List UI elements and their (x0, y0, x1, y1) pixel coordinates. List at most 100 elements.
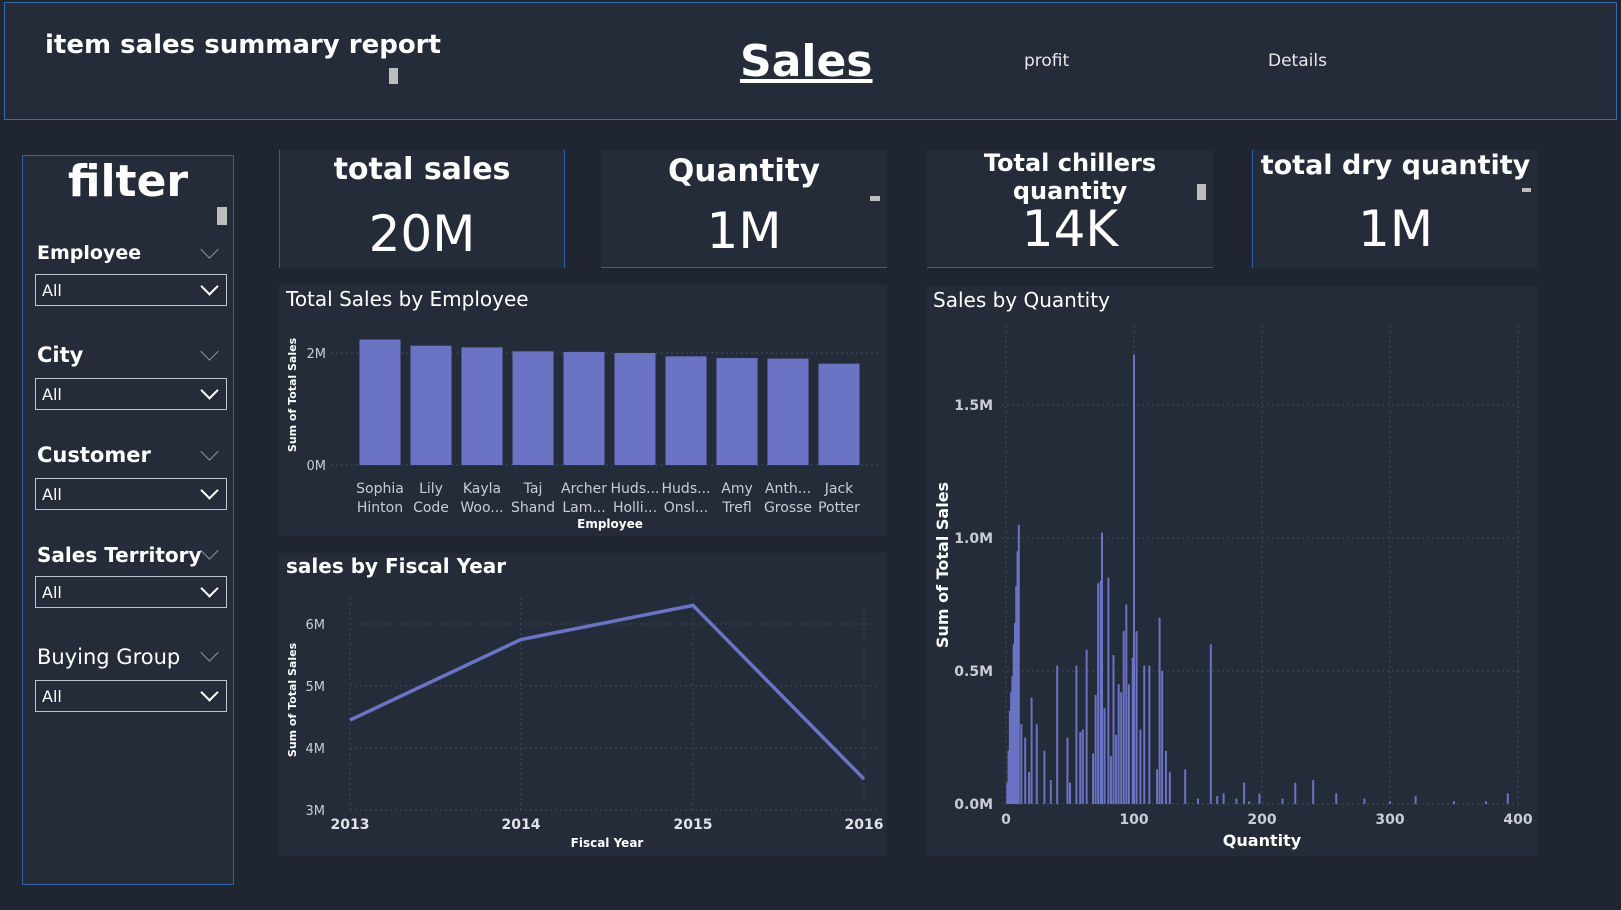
chevron-down-icon (200, 481, 219, 500)
sales-territory-dropdown[interactable]: All (35, 576, 227, 608)
x-tick-label: Woo... (460, 500, 503, 516)
y-tick-label: 1.0M (954, 531, 993, 547)
x-tick-label: Amy (721, 481, 753, 497)
kpi-card-total-sales[interactable]: total sales 20M (279, 150, 565, 268)
kpi-card-quantity[interactable]: Quantity 1M (601, 150, 887, 268)
y-tick-label: 5M (306, 680, 326, 695)
card-title: total sales (333, 152, 511, 187)
x-tick-label: 0 (1001, 812, 1011, 828)
dropdown-value: All (42, 687, 62, 706)
x-tick-label: Jack (824, 481, 854, 497)
x-tick-label: Huds... (662, 481, 711, 497)
card-title: total dry quantity (1260, 150, 1531, 181)
customer-dropdown[interactable]: All (35, 478, 227, 510)
x-tick-label: 400 (1503, 812, 1532, 828)
x-tick-label: Archer (561, 481, 607, 497)
x-axis-label: Quantity (1223, 831, 1302, 850)
x-tick-label: 200 (1247, 812, 1276, 828)
y-tick-label: 0.5M (954, 664, 993, 680)
nav-details-link[interactable]: Details (1268, 51, 1327, 71)
slicer-label-buying-group: Buying Group (37, 645, 181, 669)
resize-handle[interactable] (870, 196, 880, 201)
bar-amy-trefl (716, 358, 758, 465)
x-tick-label: 2016 (845, 817, 884, 833)
x-tick-label: Huds... (611, 481, 660, 497)
nav-profit-link[interactable]: profit (1024, 51, 1070, 71)
slicer-label-city: City (37, 343, 84, 367)
x-tick-label: Lily (419, 481, 443, 497)
quantity-chart-panel[interactable]: Sales by Quantity 0.0M 0.5M 1.0M 1.5M 0 100 20… (927, 286, 1538, 856)
y-axis-label: Sum of Total Sales (286, 337, 299, 452)
resize-handle[interactable] (389, 68, 398, 84)
x-tick-label: 100 (1119, 812, 1148, 828)
bar-archer-lam (563, 351, 605, 465)
bar-jack-potter (818, 363, 860, 465)
dropdown-value: All (42, 583, 62, 602)
bar-lily-code (410, 345, 452, 465)
filter-panel (22, 155, 234, 885)
series-line (349, 603, 866, 781)
resize-handle[interactable] (1522, 188, 1531, 192)
y-axis-label: Sum of Total Sales (286, 642, 299, 757)
x-axis-label: Employee (577, 517, 643, 531)
bar-huds-onsl (665, 356, 707, 465)
quantity-chart: 0.0M 0.5M 1.0M 1.5M 0 100 200 300 400 Quantity Sum… (933, 326, 1533, 850)
x-tick-label: Taj (523, 481, 543, 497)
y-tick-label: 2M (307, 347, 327, 362)
employee-dropdown[interactable]: All (35, 274, 227, 306)
y-tick-label: 6M (306, 618, 326, 633)
x-tick-label: Anth... (765, 481, 811, 497)
y-tick-label: 0M (307, 459, 327, 474)
city-dropdown[interactable]: All (35, 378, 227, 410)
employee-sales-chart-panel[interactable]: Total Sales by Employee 0M 2M Sophia Hinton… (279, 285, 887, 536)
bar-taj-shand (512, 351, 554, 465)
dropdown-value: All (42, 281, 62, 300)
slicer-label-customer: Customer (37, 443, 151, 467)
chevron-down-icon (200, 579, 219, 598)
y-tick-label: 0.0M (954, 797, 993, 813)
x-tick-label: Trefl (721, 500, 751, 516)
chart-title: sales by Fiscal Year (286, 554, 507, 578)
card-value: 20M (368, 205, 476, 263)
y-tick-label: 4M (306, 742, 326, 757)
chevron-down-icon (200, 277, 219, 296)
kpi-card-chillers-quantity[interactable]: Total chillers quantity 14K (927, 149, 1213, 268)
slicer-label-employee: Employee (37, 242, 142, 264)
kpi-card-dry-quantity[interactable]: total dry quantity 1M (1252, 150, 1538, 268)
x-tick-label: 300 (1375, 812, 1404, 828)
x-axis-label: Fiscal Year (571, 836, 644, 850)
bar-anth-grosse (767, 358, 809, 465)
slicer-label-sales-territory: Sales Territory (37, 543, 202, 567)
nav-sales-link[interactable]: Sales (740, 36, 873, 87)
x-tick-label: 2013 (331, 817, 370, 833)
card-value: 1M (706, 202, 782, 260)
buying-group-dropdown[interactable]: All (35, 680, 227, 712)
x-tick-label: Shand (511, 500, 555, 516)
x-tick-label: Holli... (613, 500, 657, 516)
fiscal-year-chart: 3M 4M 5M 6M 2013 2014 2015 2016 Fiscal Year Sum o… (286, 598, 884, 850)
dropdown-value: All (42, 485, 62, 504)
card-value: 14K (1021, 200, 1119, 258)
resize-handle[interactable] (1197, 184, 1206, 200)
x-tick-label: Lam... (562, 500, 605, 516)
fiscal-year-chart-panel[interactable]: sales by Fiscal Year 3M 4M 5M 6M 2013 2014 201… (279, 553, 887, 856)
report-title: item sales summary report (45, 30, 441, 60)
x-tick-label: Potter (818, 500, 860, 516)
card-title: Total chillers quantity (983, 149, 1157, 205)
card-value: 1M (1358, 200, 1433, 258)
employee-sales-chart: 0M 2M Sophia Hinton Lily Code Kayla Woo... Taj Sh… (286, 337, 879, 531)
x-tick-label: Hinton (357, 500, 403, 516)
y-axis-label: Sum of Total Sales (933, 482, 952, 648)
header-bar (4, 2, 1617, 120)
chart-title: Total Sales by Employee (286, 287, 529, 311)
chevron-down-icon (200, 381, 219, 400)
bar-huds-holli (614, 353, 656, 465)
y-tick-label: 3M (306, 804, 326, 819)
chart-title: Sales by Quantity (933, 288, 1110, 312)
bar-kayla-woo (461, 347, 503, 465)
resize-handle[interactable] (217, 207, 227, 225)
x-tick-label: 2014 (502, 817, 541, 833)
x-tick-label: Code (413, 500, 449, 516)
dropdown-value: All (42, 385, 62, 404)
filter-title: filter (67, 156, 189, 207)
